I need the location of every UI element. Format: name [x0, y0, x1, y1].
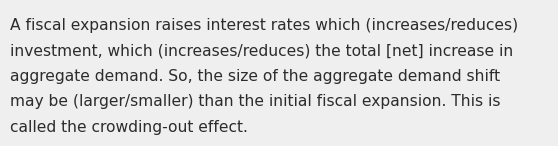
- Text: A fiscal expansion raises interest rates which (increases/reduces): A fiscal expansion raises interest rates…: [10, 18, 518, 33]
- Text: may be (larger/smaller) than the initial fiscal expansion. This is: may be (larger/smaller) than the initial…: [10, 94, 501, 109]
- Text: aggregate demand. So, the size of the aggregate demand shift: aggregate demand. So, the size of the ag…: [10, 69, 500, 84]
- Text: investment, which (increases/reduces) the total [net] increase in: investment, which (increases/reduces) th…: [10, 43, 513, 58]
- Text: called the crowding-out effect.: called the crowding-out effect.: [10, 120, 248, 135]
